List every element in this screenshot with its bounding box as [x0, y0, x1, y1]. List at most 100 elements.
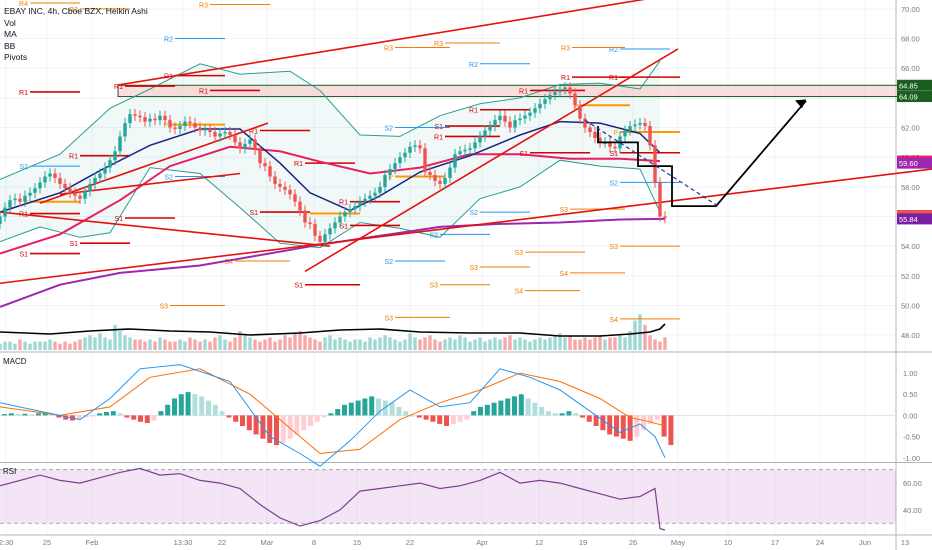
- pivot-label: S1: [19, 252, 28, 259]
- macd-histogram-bar: [471, 411, 477, 416]
- volume-bar: [98, 333, 102, 350]
- price-tick-label: 52.00: [901, 272, 920, 281]
- time-tick-label: 22: [406, 538, 414, 547]
- macd-histogram-bar: [573, 413, 579, 416]
- volume-bar: [453, 339, 457, 350]
- volume-bar: [473, 339, 477, 350]
- macd-histogram-bar: [369, 396, 375, 416]
- chart-title[interactable]: EBAY INC, 4h, Cboe BZX, Heikin Ashi: [4, 6, 148, 16]
- pivot-label: S4: [224, 259, 233, 266]
- volume-bar: [423, 337, 427, 350]
- macd-histogram-bar: [226, 415, 232, 418]
- study-bb[interactable]: BB: [4, 40, 16, 51]
- volume-bar: [388, 337, 392, 350]
- volume-bar: [583, 337, 587, 350]
- macd-histogram-bar: [76, 415, 82, 419]
- macd-histogram-bar: [104, 412, 109, 416]
- candle-body: [483, 130, 487, 137]
- candle-body: [428, 172, 432, 175]
- price-tick-label: 62.00: [901, 124, 920, 133]
- macd-histogram-bar: [532, 402, 538, 416]
- time-tick-label: 25: [43, 538, 51, 547]
- volume-bar: [153, 341, 157, 350]
- candle-body: [273, 176, 277, 184]
- macd-histogram-bar: [253, 415, 259, 435]
- volume-bar: [553, 335, 557, 350]
- macd-histogram-bar: [559, 413, 565, 416]
- volume-bar: [468, 341, 472, 350]
- macd-histogram-bar: [83, 415, 89, 418]
- candle-body: [333, 222, 337, 229]
- candle-body: [578, 105, 582, 119]
- candle-body: [363, 198, 367, 202]
- candle-body: [293, 194, 297, 202]
- volume-bar: [233, 337, 237, 350]
- candle-body: [3, 207, 7, 217]
- rsi-pane-label[interactable]: RSI: [3, 467, 17, 476]
- volume-bar: [228, 341, 232, 350]
- macd-histogram-bar: [376, 398, 381, 416]
- time-tick-label: 13: [901, 538, 909, 547]
- rsi-line: [0, 467, 666, 531]
- macd-tick-label: -1.00: [903, 454, 920, 463]
- candle-body: [633, 124, 637, 127]
- pivot-label: R2: [609, 47, 618, 54]
- macd-pane-label[interactable]: MACD: [3, 357, 27, 366]
- candle-body: [553, 91, 557, 95]
- candle-body: [228, 131, 232, 135]
- study-ma[interactable]: MA: [4, 29, 17, 39]
- candle-body: [148, 118, 152, 122]
- macd-histogram-bar: [348, 402, 354, 416]
- macd-histogram-bar: [308, 415, 313, 426]
- macd-histogram-bar: [525, 398, 531, 416]
- candle-body: [283, 186, 287, 190]
- volume-bar: [73, 341, 77, 350]
- volume-bar: [108, 339, 112, 350]
- study-vol[interactable]: Vol: [4, 17, 16, 28]
- trend-line: [0, 168, 932, 285]
- time-tick-label: Jun: [859, 538, 871, 547]
- pivot-label: R1: [249, 129, 258, 136]
- time-tick-label: 19: [579, 538, 587, 547]
- candle-body: [128, 114, 132, 124]
- macd-histogram-bar: [97, 413, 103, 416]
- time-tick-label: 8: [312, 538, 316, 547]
- volume-bar: [48, 339, 52, 350]
- volume-bar: [293, 333, 297, 350]
- candle-body: [73, 192, 77, 196]
- time-tick-label: 10: [724, 538, 732, 547]
- pivot-label: S3: [514, 250, 523, 257]
- candle-body: [18, 198, 22, 202]
- candle-body: [468, 148, 472, 150]
- volume-bar: [8, 341, 12, 350]
- candle-body: [103, 167, 107, 174]
- candle-body: [498, 115, 502, 121]
- study-pivots[interactable]: Pivots: [4, 52, 28, 62]
- pivot-label: S1: [609, 151, 618, 158]
- volume-bar: [318, 341, 322, 350]
- volume-bar: [368, 337, 372, 350]
- volume-bar: [463, 337, 467, 350]
- candle-body: [493, 120, 497, 127]
- pivot-label: S2: [384, 126, 393, 133]
- candle-body: [573, 93, 577, 106]
- candle-body: [378, 186, 382, 193]
- candle-body: [408, 146, 412, 153]
- macd-histogram-bar: [294, 415, 300, 435]
- volume-ma-line: [0, 323, 666, 337]
- pivot-label: P: [613, 130, 618, 137]
- macd-histogram-bar: [15, 414, 21, 416]
- candle-body: [83, 191, 87, 199]
- pivot-label: S2: [429, 232, 438, 239]
- volume-bar: [623, 337, 627, 350]
- candle-body: [368, 195, 372, 199]
- macd-histogram-bar: [335, 409, 341, 416]
- candle-body: [78, 195, 82, 199]
- candle-body: [238, 142, 242, 149]
- volume-bar: [183, 341, 187, 350]
- pivot-label: S2: [384, 259, 393, 266]
- candle-body: [538, 103, 542, 109]
- candle-body: [658, 182, 662, 217]
